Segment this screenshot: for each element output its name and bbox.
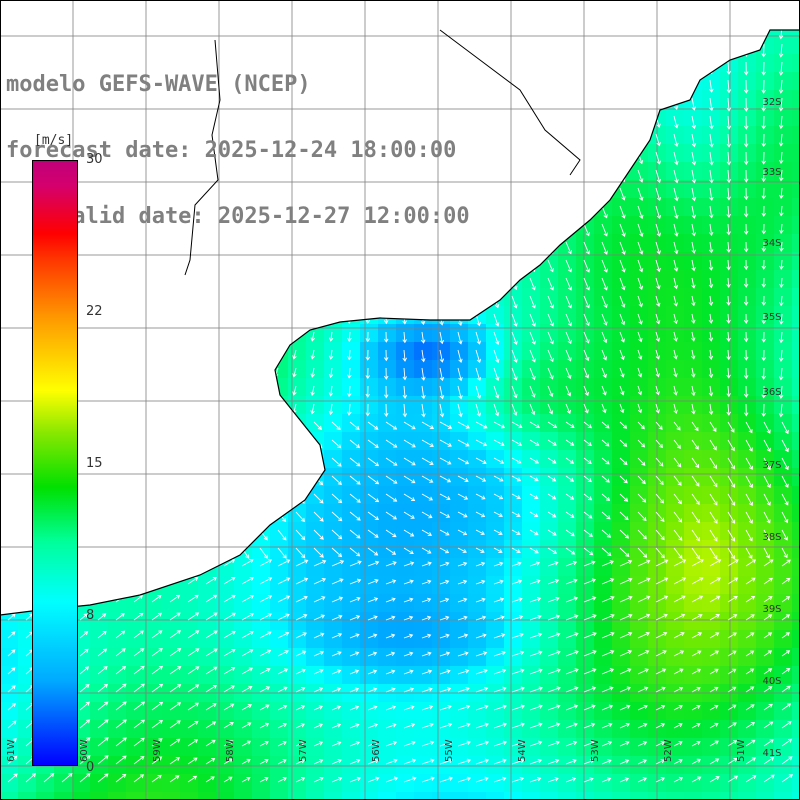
lon-label-52W: 52W (663, 739, 674, 762)
lon-label-61W: 61W (6, 739, 17, 762)
lat-label-34S: 34S (762, 238, 781, 249)
map-title: modelo GEFS-WAVE (NCEP) forecast date: 2… (6, 30, 470, 250)
lon-label-56W: 56W (371, 739, 382, 762)
colorbar-tick-22: 22 (86, 304, 103, 319)
colorbar-tick-15: 15 (86, 456, 103, 471)
lat-label-41S: 41S (762, 748, 781, 759)
lon-label-55W: 55W (444, 739, 455, 762)
model-title: modelo GEFS-WAVE (NCEP) (6, 72, 311, 97)
lon-label-51W: 51W (736, 739, 747, 762)
colorbar-tick-8: 8 (86, 608, 95, 623)
lon-label-53W: 53W (590, 739, 601, 762)
colorbar-unit: [m/s] (34, 133, 74, 148)
lat-label-37S: 37S (762, 460, 781, 471)
lat-label-38S: 38S (762, 532, 781, 543)
border-line-east (439, 29, 581, 176)
lat-label-32S: 32S (762, 97, 781, 108)
lat-label-40S: 40S (762, 676, 781, 687)
coastline (0, 29, 800, 616)
lon-label-54W: 54W (517, 739, 528, 762)
border-line (184, 39, 221, 276)
lat-label-39S: 39S (762, 604, 781, 615)
lon-label-59W: 59W (152, 739, 163, 762)
lon-label-58W: 58W (225, 739, 236, 762)
colorbar-tick-30: 30 (86, 152, 103, 167)
forecast-date: forecast date: 2025-12-24 18:00:00 (6, 138, 457, 163)
colorbar-tick-0: 0 (86, 760, 95, 775)
lat-label-36S: 36S (762, 387, 781, 398)
lon-label-60W: 60W (79, 739, 90, 762)
lat-label-33S: 33S (762, 167, 781, 178)
colorbar (32, 160, 78, 766)
lat-label-35S: 35S (762, 312, 781, 323)
lon-label-57W: 57W (298, 739, 309, 762)
